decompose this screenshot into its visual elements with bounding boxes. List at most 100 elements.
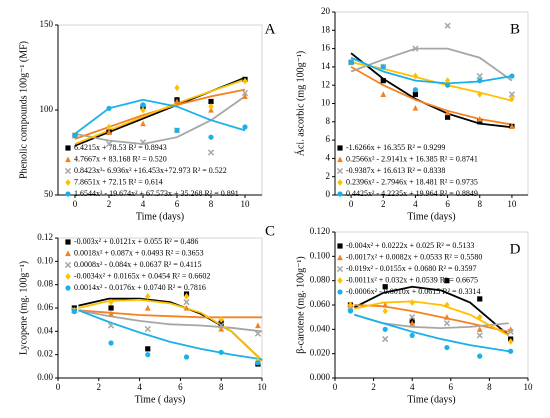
legend-label: 0.0008x² - 0.084x + 0.0637 R² = 0.4115	[74, 260, 202, 269]
y-tick-label: 12	[321, 79, 330, 89]
x-tick-label: 8	[487, 382, 492, 392]
marker-x	[443, 320, 451, 327]
marker-diamond	[382, 307, 388, 315]
marker-circle	[337, 289, 343, 295]
panel-label: C	[265, 223, 275, 239]
marker-diamond	[477, 90, 483, 98]
x-tick-label: 10	[507, 199, 517, 209]
marker-triangle	[509, 123, 515, 129]
y-tick-label: 14	[321, 61, 331, 71]
marker-diamond	[444, 77, 451, 85]
marker-circle	[140, 102, 146, 108]
x-tick-label: 4	[141, 199, 146, 209]
x-tick-label: 10	[524, 382, 534, 392]
marker-diamond	[444, 301, 450, 309]
y-tick-label: 0.04	[37, 325, 53, 335]
marker-x	[476, 72, 483, 80]
trend-line	[74, 78, 246, 145]
x-tick-label: 8	[478, 199, 483, 209]
x-tick-label: 2	[97, 382, 102, 392]
marker-x	[508, 91, 516, 98]
marker-square	[412, 91, 419, 97]
legend-label: 4.7667x + 83.168 R² = 0.520	[74, 154, 167, 163]
trend-line	[78, 297, 263, 362]
marker-square	[65, 145, 71, 151]
marker-diamond	[174, 84, 180, 92]
x-tick-label: 2	[107, 199, 112, 209]
marker-circle	[65, 285, 71, 291]
y-tick-label: 8	[326, 116, 331, 126]
marker-circle	[509, 73, 515, 79]
marker-x	[507, 328, 514, 335]
y-tick-label: 0	[326, 189, 331, 199]
marker-x	[64, 261, 72, 269]
marker-x	[409, 314, 416, 321]
panel-label: A	[265, 21, 276, 37]
x-tick-label: 6	[445, 199, 450, 209]
marker-diamond	[65, 179, 71, 186]
marker-triangle	[476, 115, 483, 122]
marker-triangle	[380, 91, 387, 97]
marker-square	[65, 239, 71, 245]
y-tick-label: 0.100	[310, 250, 331, 260]
marker-square	[380, 78, 386, 84]
y-tick-label: 0.080	[310, 275, 331, 285]
marker-diamond	[508, 338, 514, 345]
trend-line	[350, 61, 513, 102]
marker-square	[382, 284, 388, 290]
y-tick-label: 0.00	[37, 372, 53, 382]
marker-diamond	[242, 77, 248, 85]
marker-x	[105, 140, 113, 148]
x-tick-label: 4	[410, 382, 415, 392]
marker-diamond	[337, 277, 343, 284]
marker-x	[476, 332, 483, 339]
y-tick-label: 10	[321, 98, 331, 108]
marker-triangle	[409, 320, 416, 326]
marker-diamond	[477, 313, 483, 321]
x-tick-label: 0	[333, 382, 338, 392]
x-axis-label: Time (days)	[407, 394, 455, 405]
legend-label: 6.4215x + 78.53 R² = 0.8943	[74, 143, 167, 152]
x-tick-label: 6	[178, 382, 183, 392]
x-tick-label: 8	[219, 382, 224, 392]
marker-diamond	[183, 292, 190, 300]
marker-triangle	[218, 325, 225, 332]
marker-triangle	[140, 120, 146, 127]
trend-line	[354, 313, 509, 353]
trend-line	[353, 285, 510, 337]
legend-label: 0.2566x² - 2.9141x + 16.385 R² = 0.8741	[346, 154, 478, 163]
trend-line	[74, 98, 246, 135]
marker-circle	[208, 134, 214, 140]
y-tick-label: 0.120	[310, 226, 331, 236]
y-tick-label: 0.040	[310, 323, 331, 333]
legend-label: 0.4425x² - 4.2235x + 19.964 R² = 0.8849	[346, 189, 478, 198]
marker-circle	[255, 360, 261, 366]
marker-circle	[412, 87, 419, 93]
y-axis-label: Phenolic compounds 100g⁻¹ (MF)	[18, 41, 29, 179]
x-tick-label: 0	[73, 199, 78, 209]
marker-triangle	[144, 304, 151, 311]
marker-x	[107, 322, 115, 329]
marker-diamond	[106, 123, 112, 131]
legend-label: -0.0017x² + 0.0082x + 0.0533 R² = 0.5580	[346, 252, 482, 261]
marker-square	[208, 98, 214, 105]
marker-triangle	[382, 301, 389, 308]
legend-label: -0.0006x² - 0.0010x + 0.0615 R² = 0.3314	[346, 287, 480, 296]
y-tick-label: 20	[321, 6, 331, 16]
marker-circle	[380, 64, 386, 70]
marker-circle	[72, 132, 78, 139]
marker-x	[382, 335, 389, 343]
y-tick-label: 0.060	[310, 299, 331, 309]
marker-diamond	[509, 95, 515, 103]
y-tick-label: 0.000	[310, 372, 331, 382]
x-tick-label: 2	[371, 382, 376, 392]
marker-x	[207, 149, 215, 156]
legend-label: -0.0034x² + 0.0165x + 0.0454 R² = 0.6602	[74, 271, 210, 280]
marker-square	[477, 119, 483, 125]
y-tick-label: 16	[321, 43, 331, 53]
trend-line	[78, 298, 263, 362]
y-axis-label: β-carotene (mg. 100g⁻¹)	[295, 256, 306, 354]
legend-label: 0.2396x² - 2.7946x + 18.481 R² = 0.9735	[346, 177, 478, 186]
marker-diamond	[108, 298, 114, 306]
marker-triangle	[65, 250, 71, 257]
